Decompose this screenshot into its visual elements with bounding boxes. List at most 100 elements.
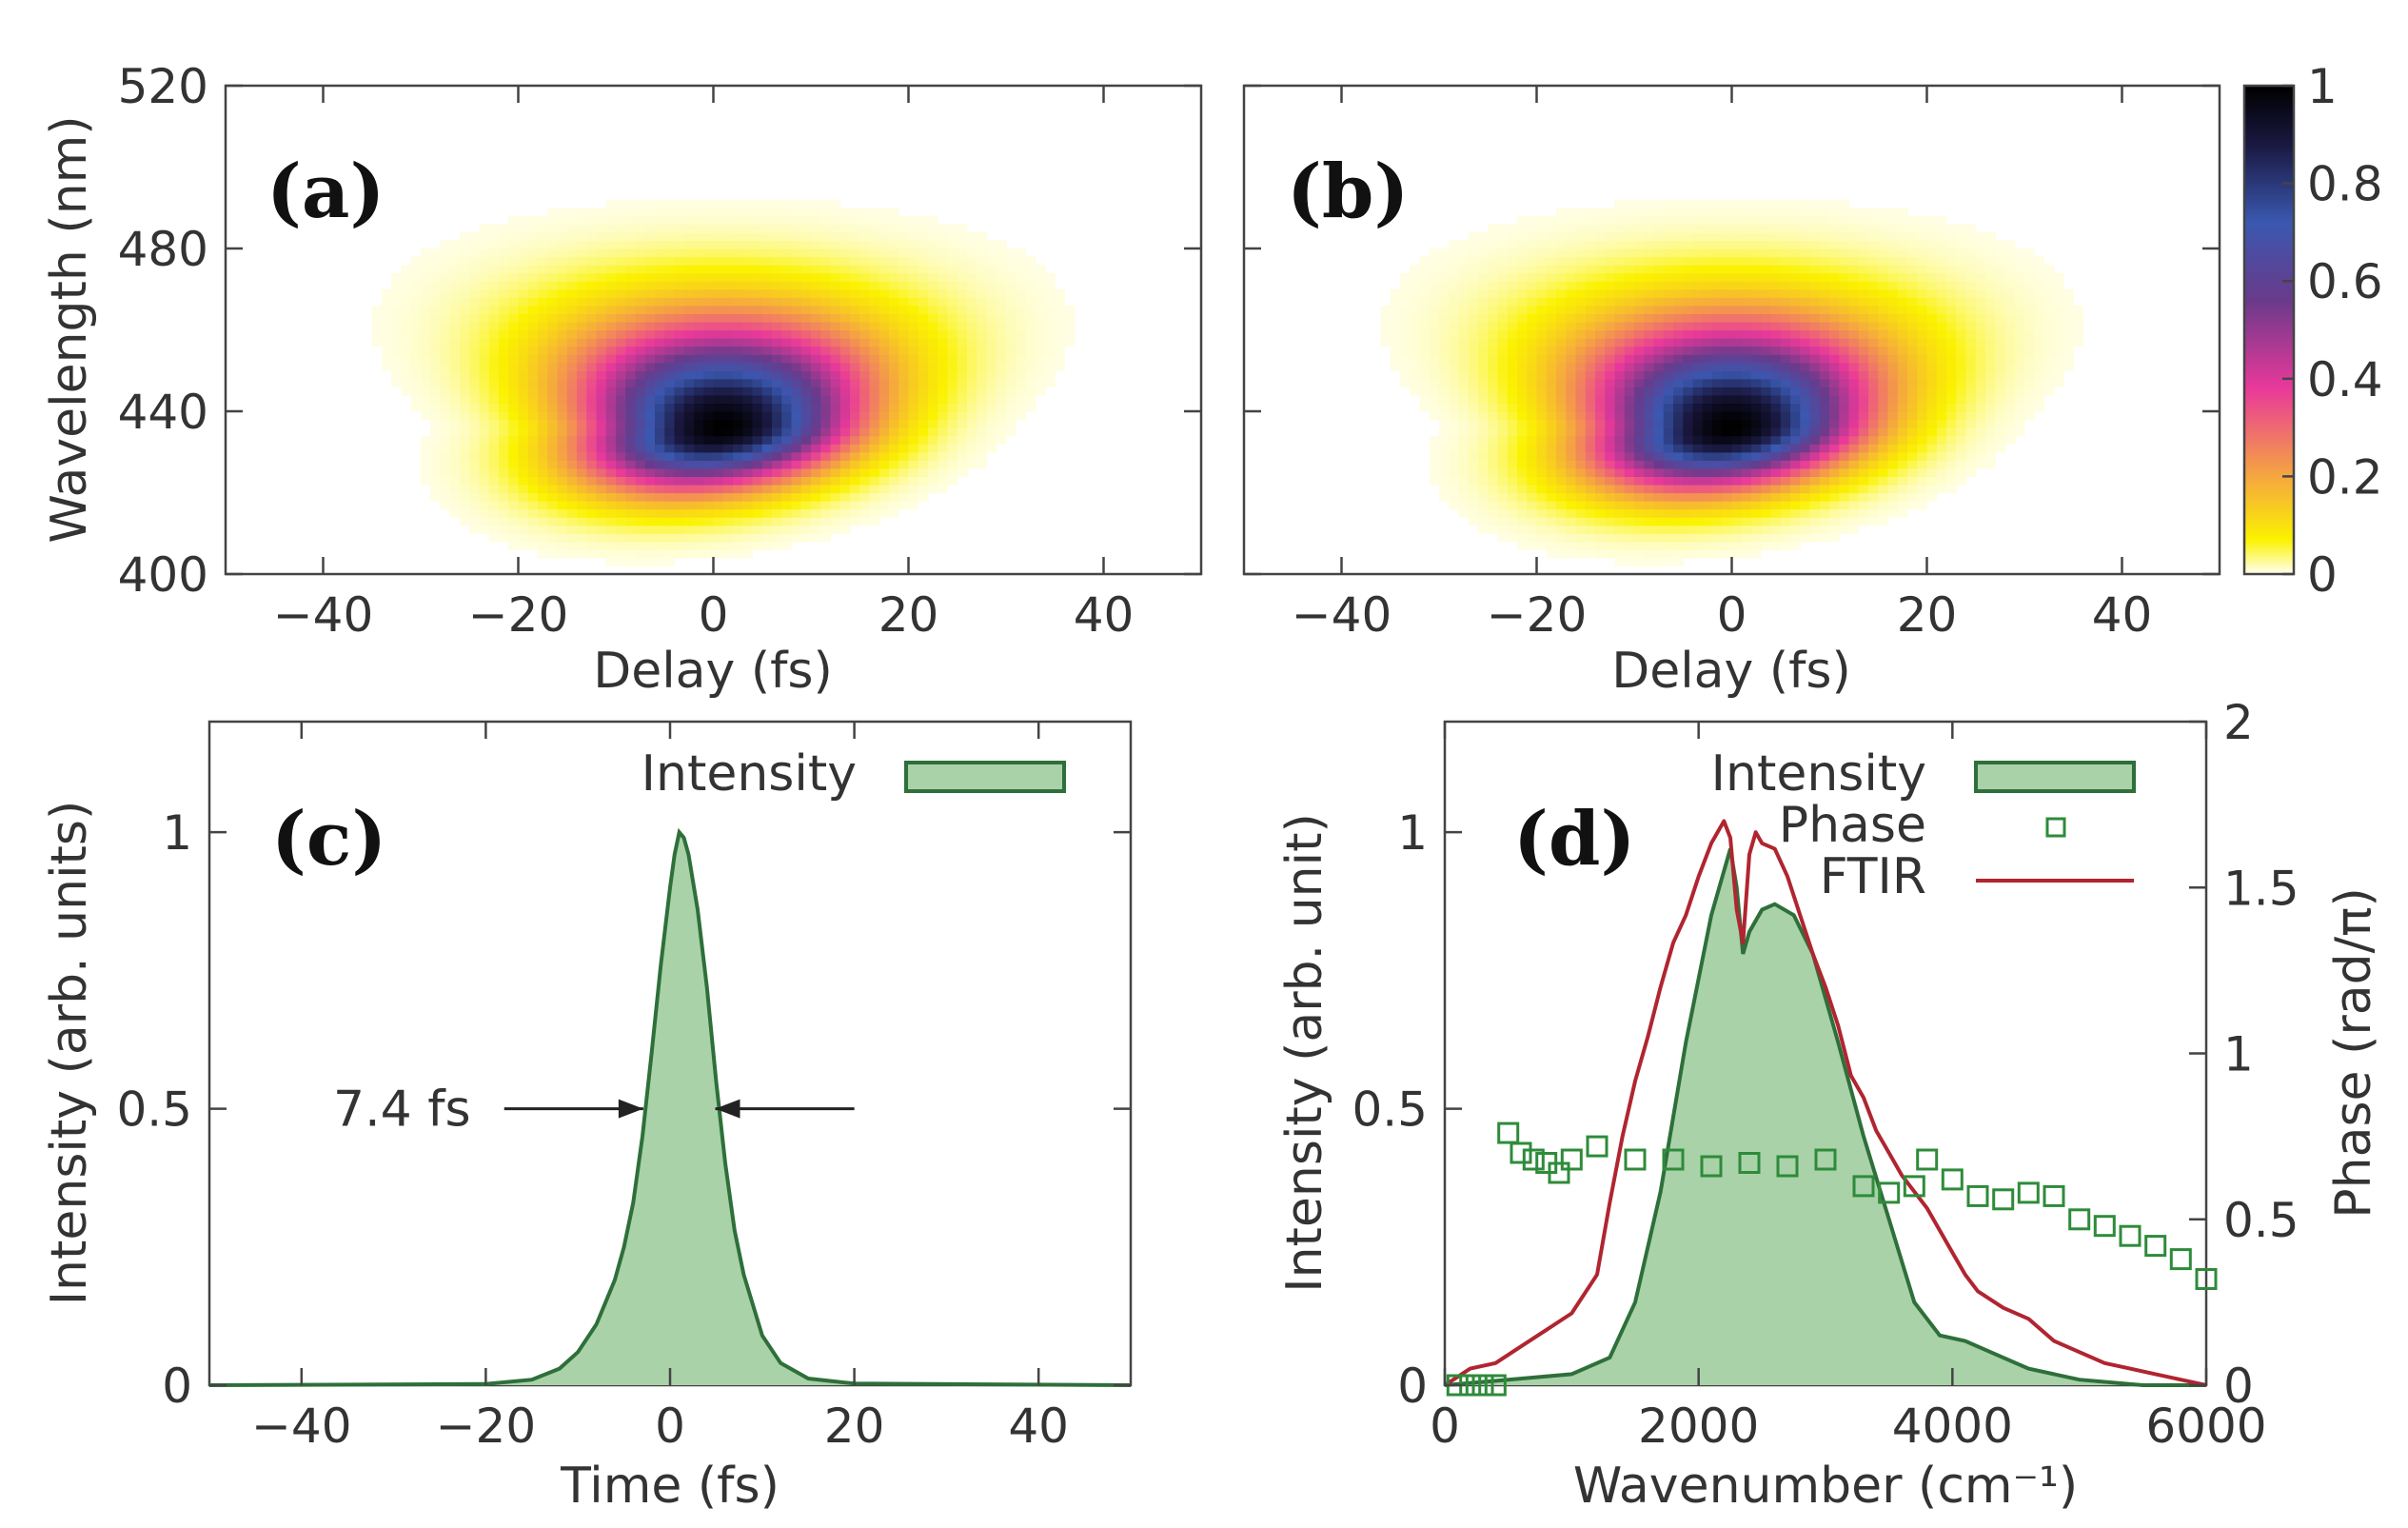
heat-cell <box>830 467 841 477</box>
heat-cell <box>1624 240 1635 249</box>
heat-cell <box>1868 288 1879 298</box>
heat-cell <box>1449 272 1460 282</box>
heat-cell <box>1761 444 1772 453</box>
heat-cell <box>1683 501 1694 510</box>
heat-cell <box>1741 517 1752 526</box>
heat-cell <box>1936 394 1947 405</box>
heat-cell <box>499 354 509 364</box>
panel-a-xlabel: Delay (fs) <box>593 643 833 700</box>
heat-cell <box>2004 272 2016 282</box>
heat-cell <box>527 419 539 428</box>
heat-cell <box>1683 354 1694 364</box>
heat-cell <box>1751 256 1762 266</box>
heat-cell <box>1556 313 1567 323</box>
heat-cell <box>830 501 841 510</box>
heat-cell <box>1926 444 1938 453</box>
heat-cell <box>1790 305 1801 314</box>
heat-cell <box>664 435 676 445</box>
heat-cell <box>694 467 704 477</box>
heat-cell <box>1839 321 1850 331</box>
heat-cell <box>1566 281 1577 290</box>
heat-cell <box>859 387 871 396</box>
heat-cell <box>644 508 656 518</box>
heat-cell <box>800 467 812 477</box>
heat-cell <box>577 394 587 405</box>
heat-cell <box>1926 240 1938 249</box>
heat-cell <box>1731 541 1743 550</box>
heat-cell <box>1546 305 1557 314</box>
heat-cell <box>1429 346 1440 355</box>
heat-cell <box>1887 338 1899 347</box>
heat-cell <box>479 329 490 339</box>
heat-cell <box>1497 378 1509 387</box>
heat-cell <box>1956 427 1967 437</box>
heat-cell <box>1585 329 1596 339</box>
heat-cell <box>839 451 851 461</box>
heat-cell <box>761 313 773 323</box>
heat-cell <box>518 272 529 282</box>
heat-cell <box>479 231 490 242</box>
heat-cell <box>1936 403 1947 412</box>
heat-cell <box>1536 435 1548 445</box>
heat-cell <box>1800 297 1811 307</box>
heat-cell <box>1731 517 1743 526</box>
heat-cell <box>1868 248 1879 258</box>
heat-cell <box>1790 240 1801 249</box>
heat-cell <box>586 305 598 314</box>
heat-cell <box>1809 281 1821 290</box>
heat-cell <box>449 411 461 421</box>
heat-cell <box>538 444 548 453</box>
heat-cell <box>1848 467 1860 477</box>
heat-cell <box>742 208 754 217</box>
heat-cell <box>1712 387 1723 396</box>
heat-cell <box>1926 231 1938 242</box>
heat-cell <box>820 444 832 453</box>
heat-cell <box>1761 346 1772 355</box>
heat-cell <box>625 231 637 242</box>
heat-cell <box>596 288 607 298</box>
heat-cell <box>1653 444 1665 453</box>
heat-cell <box>440 305 451 314</box>
heat-cell <box>1800 533 1811 543</box>
heat-cell <box>1614 248 1626 258</box>
heat-cell <box>1848 476 1860 486</box>
heat-cell <box>1751 272 1762 282</box>
heat-cell <box>1878 272 1889 282</box>
heat-cell <box>722 321 734 331</box>
heat-cell <box>752 501 763 510</box>
heat-cell <box>1839 362 1850 371</box>
heat-cell <box>1985 378 1996 387</box>
heat-cell <box>1926 484 1938 494</box>
heat-cell <box>957 231 968 242</box>
heat-cell <box>518 321 529 331</box>
heat-cell <box>430 362 442 371</box>
heat-cell <box>1064 305 1076 314</box>
heat-cell <box>1644 411 1655 421</box>
heat-cell <box>1663 394 1674 405</box>
heat-cell <box>1926 435 1938 445</box>
heat-cell <box>1546 403 1557 412</box>
heat-cell <box>1878 305 1889 314</box>
heat-cell <box>713 329 724 339</box>
heat-cell <box>722 378 734 387</box>
heat-cell <box>1624 313 1635 323</box>
heat-cell <box>1605 501 1616 510</box>
heat-cell <box>1478 313 1489 323</box>
heat-cell <box>772 427 782 437</box>
heat-cell <box>605 248 617 258</box>
heat-cell <box>1809 501 1821 510</box>
heat-cell <box>1975 240 1986 249</box>
heat-cell <box>1400 321 1411 331</box>
heat-cell <box>1644 224 1655 233</box>
heat-cell <box>977 362 988 371</box>
heat-cell <box>1624 444 1635 453</box>
heat-cell <box>538 281 548 290</box>
heat-cell <box>1517 281 1528 290</box>
heat-cell <box>547 419 559 428</box>
heat-cell <box>938 248 949 258</box>
heat-cell <box>2053 321 2064 331</box>
heat-cell <box>1016 272 1027 282</box>
heat-cell <box>1887 272 1899 282</box>
heat-cell <box>635 378 646 387</box>
heat-cell <box>1517 248 1528 258</box>
